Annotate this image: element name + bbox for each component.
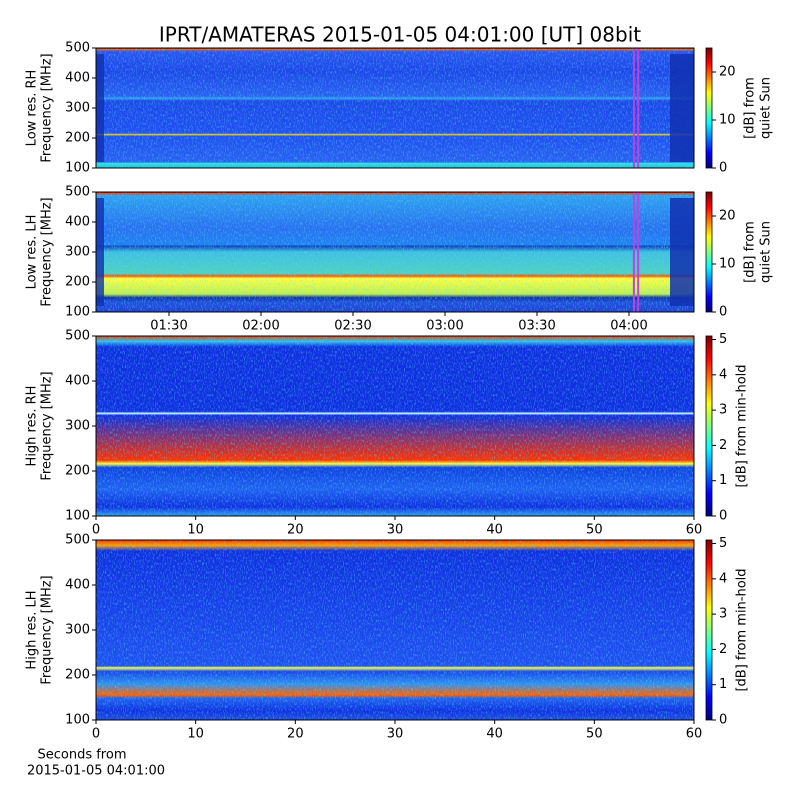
x-axis-label: 2015-01-05 04:01:00 bbox=[27, 764, 165, 779]
x-tick-label: 01:30 bbox=[150, 319, 187, 334]
y-tick-label: 200 bbox=[65, 131, 90, 146]
colorbar-tick-label: 5 bbox=[719, 536, 727, 551]
data-gap bbox=[670, 54, 694, 162]
x-tick-label: 04:00 bbox=[610, 319, 647, 334]
y-tick-label: 300 bbox=[65, 101, 90, 116]
x-tick-label: 03:30 bbox=[518, 319, 555, 334]
y-axis-label: High res. RH bbox=[25, 386, 40, 467]
colorbar-tick-label: 10 bbox=[719, 257, 736, 272]
y-tick-label: 400 bbox=[65, 215, 90, 230]
x-tick-label: 03:00 bbox=[426, 319, 463, 334]
y-tick-label: 500 bbox=[65, 329, 90, 344]
colorbar-tick-label: 0 bbox=[719, 305, 727, 320]
y-axis-label: High res. LH bbox=[25, 590, 40, 669]
y-tick-label: 100 bbox=[65, 713, 90, 728]
y-axis-label: Frequency [MHz] bbox=[40, 53, 55, 162]
colorbar bbox=[705, 47, 713, 169]
x-tick-label: 10 bbox=[187, 523, 204, 538]
y-tick-label: 500 bbox=[65, 41, 90, 56]
spectrogram-noise bbox=[96, 192, 694, 312]
y-tick-label: 100 bbox=[65, 161, 90, 176]
y-tick-label: 500 bbox=[65, 185, 90, 200]
spectrogram-noise bbox=[96, 540, 694, 720]
colorbar-tick-label: 3 bbox=[719, 607, 727, 622]
colorbar-label: [dB] from min-hold bbox=[735, 568, 750, 691]
x-tick-label: 50 bbox=[586, 523, 603, 538]
x-tick-label: 20 bbox=[287, 727, 304, 742]
colorbar-tick-label: 0 bbox=[719, 509, 727, 524]
colorbar-tick-label: 1 bbox=[719, 677, 727, 692]
y-axis-label: Frequency [MHz] bbox=[40, 371, 55, 480]
y-tick-label: 400 bbox=[65, 578, 90, 593]
y-tick-label: 400 bbox=[65, 71, 90, 86]
x-tick-label: 30 bbox=[387, 727, 404, 742]
colorbar-label: quiet Sun bbox=[759, 77, 774, 139]
colorbar-tick-label: 10 bbox=[719, 113, 736, 128]
colorbar bbox=[705, 191, 713, 313]
y-axis-label: Low res. RH bbox=[25, 70, 40, 147]
x-tick-label: 20 bbox=[287, 523, 304, 538]
colorbar-tick-label: 3 bbox=[719, 403, 727, 418]
y-tick-label: 400 bbox=[65, 374, 90, 389]
spectrogram-noise bbox=[96, 336, 694, 516]
x-tick-label: 40 bbox=[486, 523, 503, 538]
x-tick-label: 60 bbox=[686, 727, 703, 742]
x-tick-label: 0 bbox=[92, 727, 100, 742]
colorbar-tick-label: 5 bbox=[719, 332, 727, 347]
colorbar-tick-label: 2 bbox=[719, 438, 727, 453]
colorbar-tick-label: 2 bbox=[719, 642, 727, 657]
y-tick-label: 200 bbox=[65, 668, 90, 683]
colorbar-tick-label: 0 bbox=[719, 161, 727, 176]
x-tick-label: 60 bbox=[686, 523, 703, 538]
colorbar-tick-label: 20 bbox=[719, 209, 736, 224]
x-tick-label: 02:30 bbox=[334, 319, 371, 334]
x-tick-label: 02:00 bbox=[242, 319, 279, 334]
y-tick-label: 500 bbox=[65, 533, 90, 548]
colorbar-label: quiet Sun bbox=[759, 221, 774, 283]
colorbar bbox=[705, 539, 713, 721]
colorbar-tick-label: 1 bbox=[719, 473, 727, 488]
spectrogram-noise bbox=[96, 48, 694, 168]
colorbar-tick-label: 20 bbox=[719, 65, 736, 80]
y-axis-label: Frequency [MHz] bbox=[40, 575, 55, 684]
data-gap bbox=[96, 198, 104, 306]
colorbar-tick-label: 0 bbox=[719, 713, 727, 728]
colorbar-label: [dB] from min-hold bbox=[735, 364, 750, 487]
y-tick-label: 100 bbox=[65, 509, 90, 524]
colorbar-tick-label: 4 bbox=[719, 571, 727, 586]
colorbar-label: [dB] from bbox=[743, 221, 758, 283]
y-tick-label: 300 bbox=[65, 419, 90, 434]
x-axis-label: Seconds from bbox=[37, 748, 126, 763]
colorbar-tick-label: 4 bbox=[719, 367, 727, 382]
x-tick-label: 30 bbox=[387, 523, 404, 538]
y-tick-label: 200 bbox=[65, 275, 90, 290]
x-tick-label: 40 bbox=[486, 727, 503, 742]
y-tick-label: 100 bbox=[65, 305, 90, 320]
x-tick-label: 50 bbox=[586, 727, 603, 742]
y-tick-label: 200 bbox=[65, 464, 90, 479]
y-tick-label: 300 bbox=[65, 245, 90, 260]
y-tick-label: 300 bbox=[65, 623, 90, 638]
x-tick-label: 0 bbox=[92, 523, 100, 538]
colorbar-label: [dB] from bbox=[743, 77, 758, 139]
figure-title: IPRT/AMATERAS 2015-01-05 04:01:00 [UT] 0… bbox=[159, 23, 641, 47]
data-gap bbox=[96, 54, 104, 162]
x-tick-label: 10 bbox=[187, 727, 204, 742]
colorbar bbox=[705, 335, 713, 517]
y-axis-label: Frequency [MHz] bbox=[40, 197, 55, 306]
data-gap bbox=[670, 198, 694, 306]
y-axis-label: Low res. LH bbox=[25, 215, 40, 290]
